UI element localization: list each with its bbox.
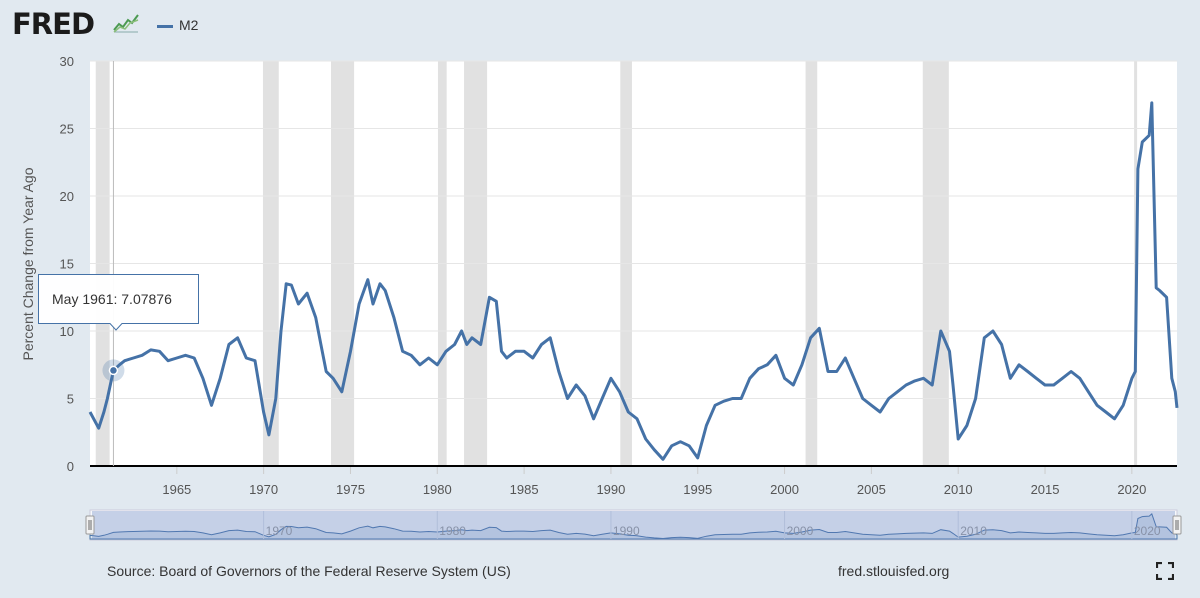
x-tick-label: 2000 <box>770 482 799 497</box>
tooltip-separator: : <box>113 291 118 307</box>
legend-swatch <box>157 24 173 28</box>
navigator-tick-label: 2010 <box>960 524 987 538</box>
y-tick-label: 5 <box>67 392 74 407</box>
x-tick-label: 1985 <box>510 482 539 497</box>
navigator-tick-label: 1980 <box>439 524 466 538</box>
navigator-tick-label: 1970 <box>266 524 293 538</box>
x-axis-ticks: 1965 1970 1975 1980 1985 1990 1995 2000 2005 2010… <box>162 466 1146 497</box>
navigator-ticks: 1970 1980 1990 2000 2010 2020 <box>263 511 1161 539</box>
grid-lines <box>90 60 1177 399</box>
x-tick-label: 1965 <box>162 482 191 497</box>
x-tick-label: 2010 <box>944 482 973 497</box>
chart-legend[interactable]: M2 <box>157 17 198 33</box>
y-axis-label: Percent Change from Year Ago <box>20 167 36 360</box>
x-tick-label: 1980 <box>423 482 452 497</box>
navigator-tick-label: 2020 <box>1134 524 1161 538</box>
chart-header: FRED M2 <box>0 0 1200 50</box>
site-link[interactable]: fred.stlouisfed.org <box>838 563 950 579</box>
navigator-tick-label: 2000 <box>787 524 814 538</box>
x-tick-label: 2020 <box>1117 482 1146 497</box>
highlight-point[interactable] <box>108 365 119 376</box>
y-tick-label: 0 <box>67 459 74 474</box>
navigator-tick-label: 1990 <box>613 524 640 538</box>
x-tick-label: 2015 <box>1031 482 1060 497</box>
tooltip-value: 7.07876 <box>121 291 172 307</box>
y-tick-label: 30 <box>60 54 74 69</box>
source-note: Source: Board of Governors of the Federa… <box>107 563 511 579</box>
range-navigator[interactable]: 1970 1980 1990 2000 2010 2020 <box>0 0 1200 560</box>
fred-logo[interactable]: FRED <box>12 7 95 41</box>
x-tick-label: 1990 <box>596 482 625 497</box>
data-tooltip: May 1961: 7.07876 <box>38 274 199 331</box>
x-tick-label: 1970 <box>249 482 278 497</box>
chart-line-icon <box>112 12 140 34</box>
x-tick-label: 2005 <box>857 482 886 497</box>
navigator-selection[interactable] <box>92 511 1175 539</box>
navigator-series-area <box>89 513 1178 540</box>
series-line-m2 <box>88 101 1179 461</box>
x-tick-label: 1975 <box>336 482 365 497</box>
y-tick-label: 10 <box>60 324 74 339</box>
y-tick-label: 20 <box>60 189 74 204</box>
tooltip-date: May 1961 <box>52 291 114 307</box>
legend-label: M2 <box>179 17 199 33</box>
navigator-handle-left[interactable] <box>85 515 95 535</box>
y-tick-label: 15 <box>60 257 74 272</box>
main-chart[interactable]: 0 5 10 15 20 25 30 1965 1970 1975 1980 1985 1990 199… <box>0 0 1200 500</box>
y-tick-label: 25 <box>60 122 74 137</box>
fullscreen-icon[interactable] <box>1156 562 1174 580</box>
x-tick-label: 1995 <box>683 482 712 497</box>
y-axis-ticks: 0 5 10 15 20 25 30 <box>60 54 74 474</box>
navigator-handle-right[interactable] <box>1172 515 1182 535</box>
